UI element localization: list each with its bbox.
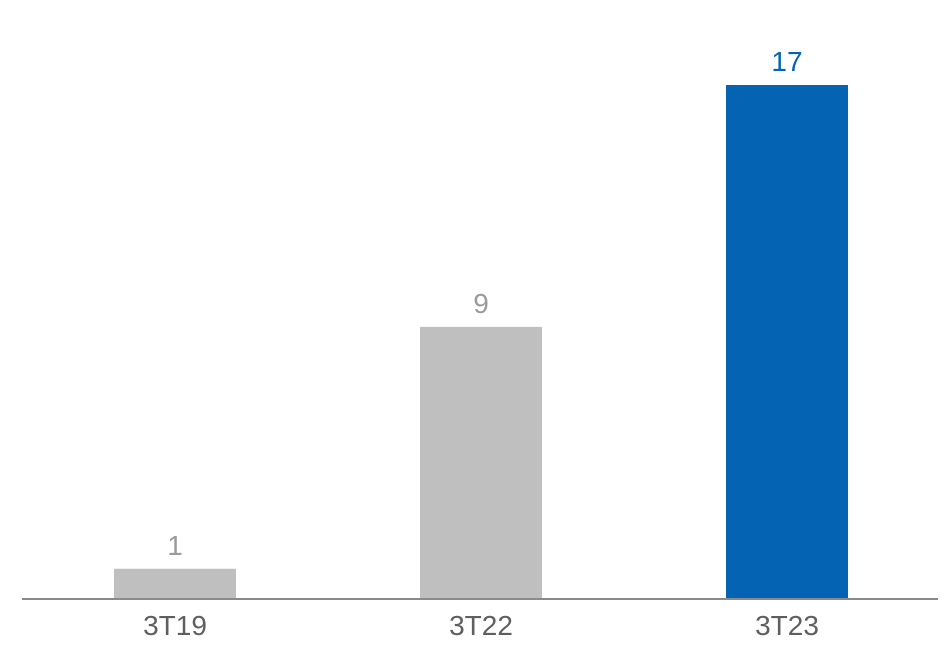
data-label-3T19: 1 bbox=[167, 530, 183, 561]
bar-3T23 bbox=[726, 85, 848, 599]
bar-3T19 bbox=[114, 568, 236, 599]
bar-3T22 bbox=[420, 326, 542, 599]
data-label-3T23: 17 bbox=[771, 46, 802, 77]
x-tick-labels-layer: 3T19 3T22 3T23 bbox=[143, 610, 819, 641]
bars-layer bbox=[114, 85, 848, 599]
x-tick-label-3T19: 3T19 bbox=[143, 610, 207, 641]
x-tick-label-3T22: 3T22 bbox=[449, 610, 513, 641]
data-label-3T22: 9 bbox=[473, 288, 489, 319]
x-tick-label-3T23: 3T23 bbox=[755, 610, 819, 641]
